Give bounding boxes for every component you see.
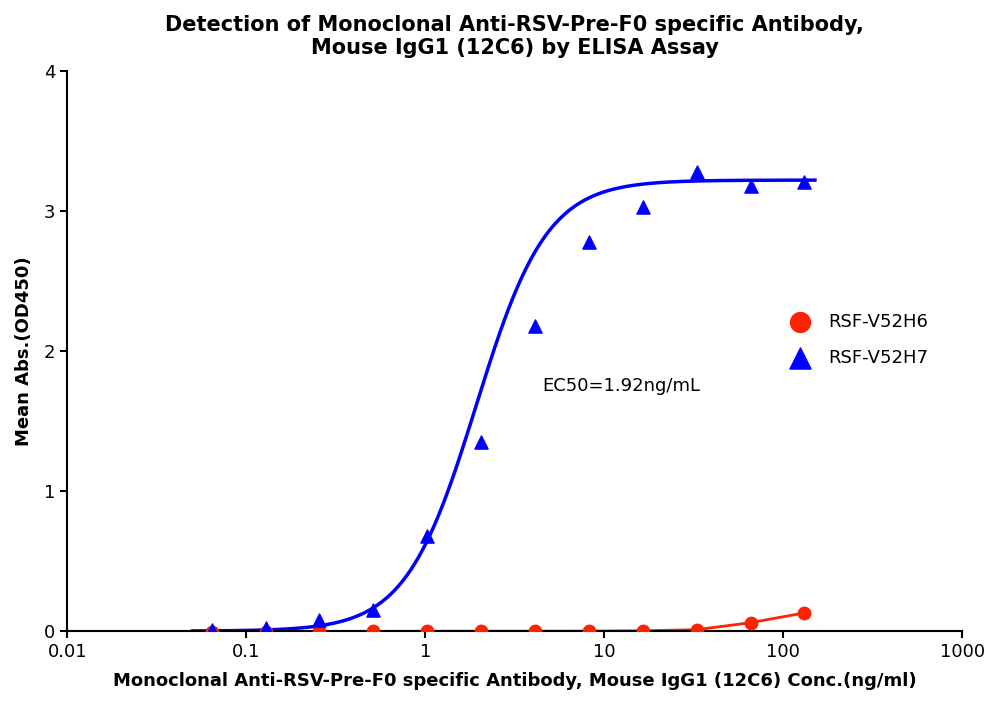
RSF-V52H6: [419, 625, 435, 637]
RSF-V52H7: [365, 604, 381, 615]
RSF-V52H6: [527, 625, 543, 637]
Title: Detection of Monoclonal Anti-RSV-Pre-F0 specific Antibody,
Mouse IgG1 (12C6) by : Detection of Monoclonal Anti-RSV-Pre-F0 …: [165, 15, 864, 59]
Y-axis label: Mean Abs.(OD450): Mean Abs.(OD450): [15, 256, 33, 446]
RSF-V52H7: [796, 176, 812, 187]
RSF-V52H6: [258, 626, 274, 637]
RSF-V52H7: [581, 236, 597, 247]
RSF-V52H6: [204, 626, 220, 637]
RSF-V52H7: [527, 320, 543, 331]
RSF-V52H6: [689, 624, 705, 635]
RSF-V52H6: [581, 625, 597, 637]
X-axis label: Monoclonal Anti-RSV-Pre-F0 specific Antibody, Mouse IgG1 (12C6) Conc.(ng/ml): Monoclonal Anti-RSV-Pre-F0 specific Anti…: [113, 672, 917, 690]
RSF-V52H6: [365, 626, 381, 637]
RSF-V52H7: [635, 201, 651, 212]
RSF-V52H6: [743, 617, 759, 628]
RSF-V52H6: [473, 625, 489, 637]
RSF-V52H7: [419, 530, 435, 541]
RSF-V52H7: [311, 614, 327, 625]
Text: EC50=1.92ng/mL: EC50=1.92ng/mL: [542, 377, 700, 395]
RSF-V52H6: [796, 607, 812, 618]
RSF-V52H7: [689, 166, 705, 178]
RSF-V52H7: [743, 180, 759, 191]
RSF-V52H7: [473, 436, 489, 448]
Legend: RSF-V52H6, RSF-V52H7: RSF-V52H6, RSF-V52H7: [775, 305, 936, 374]
RSF-V52H7: [258, 623, 274, 634]
RSF-V52H6: [311, 626, 327, 637]
RSF-V52H7: [204, 625, 220, 636]
RSF-V52H6: [635, 625, 651, 637]
